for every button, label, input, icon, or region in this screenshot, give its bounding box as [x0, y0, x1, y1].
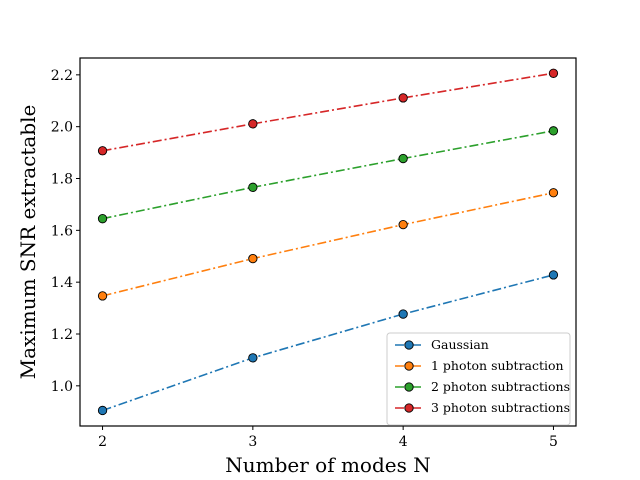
legend-marker — [404, 361, 414, 371]
plot-frame — [79, 57, 577, 427]
legend-marker — [404, 382, 414, 392]
axes: 2 3 4 5 1.0 1.2 1.4 1.6 1.8 2.0 2.2 — [51, 68, 558, 450]
y-tick-label: 1.6 — [51, 223, 73, 239]
data-point — [248, 353, 258, 363]
legend: Gaussian 1 photon subtraction 2 photon sub… — [386, 332, 571, 426]
legend-label: 3 photon subtractions — [431, 400, 570, 415]
data-point — [548, 126, 559, 136]
y-tick-label: 2.2 — [51, 68, 73, 84]
y-axis-label: Maximum SNR extractable — [16, 105, 40, 380]
plot-area — [97, 68, 559, 416]
data-point — [398, 93, 408, 103]
data-point — [548, 270, 559, 280]
legend-label: 1 photon subtraction — [431, 358, 564, 373]
data-point — [97, 405, 108, 416]
y-tick-label: 1.0 — [51, 379, 73, 395]
y-tick-label: 1.2 — [51, 327, 73, 343]
legend-marker — [404, 403, 414, 413]
data-point — [248, 182, 258, 192]
x-tick-label: 2 — [98, 434, 107, 450]
series-line-3 — [102, 72, 554, 152]
data-point — [398, 219, 408, 230]
x-tick-label: 5 — [549, 434, 558, 450]
series-line-2 — [102, 130, 554, 220]
data-point — [97, 214, 108, 224]
y-tick-label: 1.8 — [51, 172, 73, 188]
legend-marker — [404, 340, 414, 350]
x-tick-label: 3 — [248, 434, 257, 450]
data-point — [398, 309, 408, 319]
legend-label: Gaussian — [431, 337, 489, 352]
data-point — [548, 68, 559, 78]
y-tick-label: 1.4 — [51, 275, 73, 291]
legend-box — [386, 332, 571, 426]
data-point — [97, 291, 108, 301]
y-tick-label: 2.0 — [51, 120, 73, 136]
data-point — [97, 146, 108, 156]
data-point — [548, 188, 559, 198]
data-point — [248, 253, 258, 264]
data-point — [398, 153, 408, 164]
x-tick-label: 4 — [399, 434, 408, 450]
x-axis-label: Number of modes N — [225, 453, 430, 477]
data-point — [248, 119, 258, 129]
legend-label: 2 photon subtractions — [431, 379, 570, 394]
series-line-0 — [102, 274, 554, 412]
